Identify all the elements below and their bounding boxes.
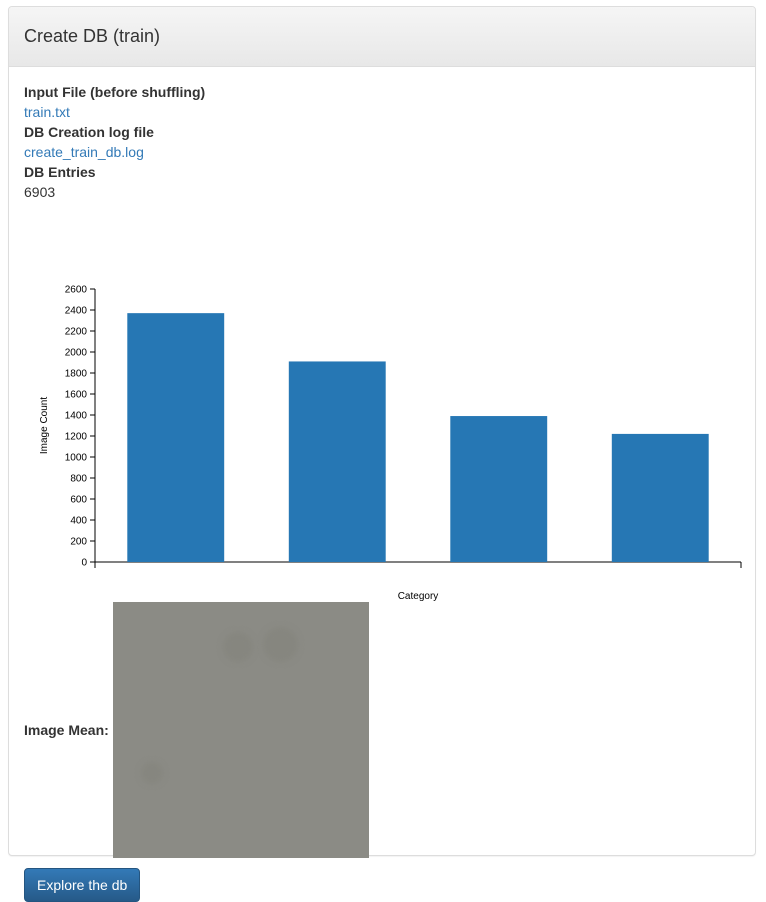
input-file-label: Input File (before shuffling) (24, 84, 206, 100)
y-tick-label: 1200 (65, 432, 88, 443)
bar-2 (288, 361, 386, 562)
bar-1 (127, 313, 225, 562)
panel-heading: Create DB (train) (9, 7, 755, 67)
y-tick-label: 400 (70, 516, 87, 527)
y-tick-label: 1800 (65, 369, 88, 380)
bar-4 (611, 433, 709, 562)
y-tick-label: 600 (70, 495, 87, 506)
x-axis-label: Category (398, 591, 439, 602)
db-info-list: Input File (before shuffling) train.txt … (24, 82, 740, 202)
y-tick-label: 2400 (65, 306, 88, 317)
y-tick-label: 2200 (65, 327, 88, 338)
input-file-link[interactable]: train.txt (24, 104, 70, 120)
y-tick-label: 2600 (65, 285, 88, 296)
panel-body: Input File (before shuffling) train.txt … (9, 67, 755, 902)
y-tick-label: 1600 (65, 390, 88, 401)
db-entries-value: 6903 (24, 184, 56, 200)
image-mean-label: Image Mean: (24, 722, 109, 738)
y-tick-label: 2000 (65, 348, 88, 359)
y-tick-label: 0 (81, 558, 87, 569)
bar-3 (450, 416, 548, 562)
log-file-link[interactable]: create_train_db.log (24, 144, 144, 160)
image-mean-picture (112, 602, 369, 858)
image-mean-row: Image Mean: (24, 602, 369, 858)
y-tick-label: 800 (70, 474, 87, 485)
log-file-label: DB Creation log file (24, 124, 154, 140)
y-axis-label: Image Count (39, 397, 50, 454)
explore-db-button[interactable]: Explore the db (24, 868, 141, 902)
y-tick-label: 1400 (65, 411, 88, 422)
y-tick-label: 200 (70, 537, 87, 548)
category-bar-chart: 0 200 400 600 800 1000 1200 1400 1600 1800 2000 220… (39, 285, 742, 602)
create-db-panel: Create DB (train) Input File (before shu… (8, 6, 756, 902)
panel-title: Create DB (train) (24, 26, 161, 46)
db-entries-label: DB Entries (24, 164, 96, 180)
y-tick-label: 1000 (65, 453, 88, 464)
